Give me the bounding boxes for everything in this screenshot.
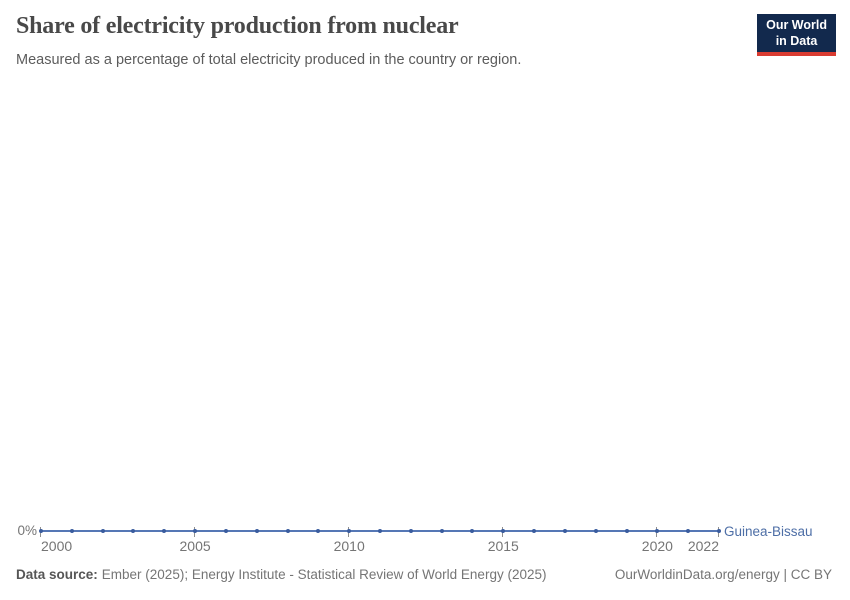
data-point[interactable] xyxy=(285,529,290,533)
data-point[interactable] xyxy=(131,529,136,533)
data-point[interactable] xyxy=(408,529,413,533)
page-subtitle: Measured as a percentage of total electr… xyxy=(16,52,522,68)
data-point[interactable] xyxy=(347,529,352,533)
data-point[interactable] xyxy=(100,529,105,533)
logo-line-1: Our World xyxy=(766,18,827,32)
x-axis-tick-label: 2005 xyxy=(179,538,211,554)
data-point[interactable] xyxy=(162,529,167,533)
data-point[interactable] xyxy=(501,529,506,533)
data-point[interactable] xyxy=(254,529,259,533)
owid-logo[interactable]: Our World in Data xyxy=(757,14,836,56)
data-point[interactable] xyxy=(562,529,567,533)
data-source-text: Ember (2025); Energy Institute - Statist… xyxy=(101,567,547,582)
x-axis-tick-label: 2022 xyxy=(687,538,719,554)
x-axis-tick-label: 2015 xyxy=(487,538,519,554)
data-point[interactable] xyxy=(378,529,382,533)
data-point[interactable] xyxy=(193,529,198,533)
data-point[interactable] xyxy=(717,529,721,533)
data-point[interactable] xyxy=(624,529,629,533)
data-point[interactable] xyxy=(39,529,43,533)
data-point[interactable] xyxy=(223,529,228,533)
data-point[interactable] xyxy=(593,529,598,533)
x-axis-tick-label: 2000 xyxy=(41,538,73,554)
data-source-note: Data source: Ember (2025); Energy Institu… xyxy=(16,566,546,583)
entity-label[interactable]: Guinea-Bissau xyxy=(724,524,813,539)
y-axis-zero-label: 0% xyxy=(17,523,37,538)
license-link[interactable]: OurWorldinData.org/energy | CC BY xyxy=(614,567,832,582)
data-point[interactable] xyxy=(655,529,660,533)
x-axis-tick-label: 2010 xyxy=(333,538,365,554)
data-point[interactable] xyxy=(686,529,691,533)
data-point[interactable] xyxy=(532,529,537,533)
logo-line-2: in Data xyxy=(775,33,818,48)
data-point[interactable] xyxy=(69,529,74,533)
chart-footer: Data source: Ember (2025); Energy Institu… xyxy=(16,566,832,583)
x-axis-tick-label: 2020 xyxy=(641,538,673,554)
data-point[interactable] xyxy=(316,529,321,533)
data-point[interactable] xyxy=(470,529,475,533)
page-title: Share of electricity production from nuc… xyxy=(16,13,459,39)
data-source-label: Data source: xyxy=(16,567,98,582)
data-point[interactable] xyxy=(439,529,444,533)
